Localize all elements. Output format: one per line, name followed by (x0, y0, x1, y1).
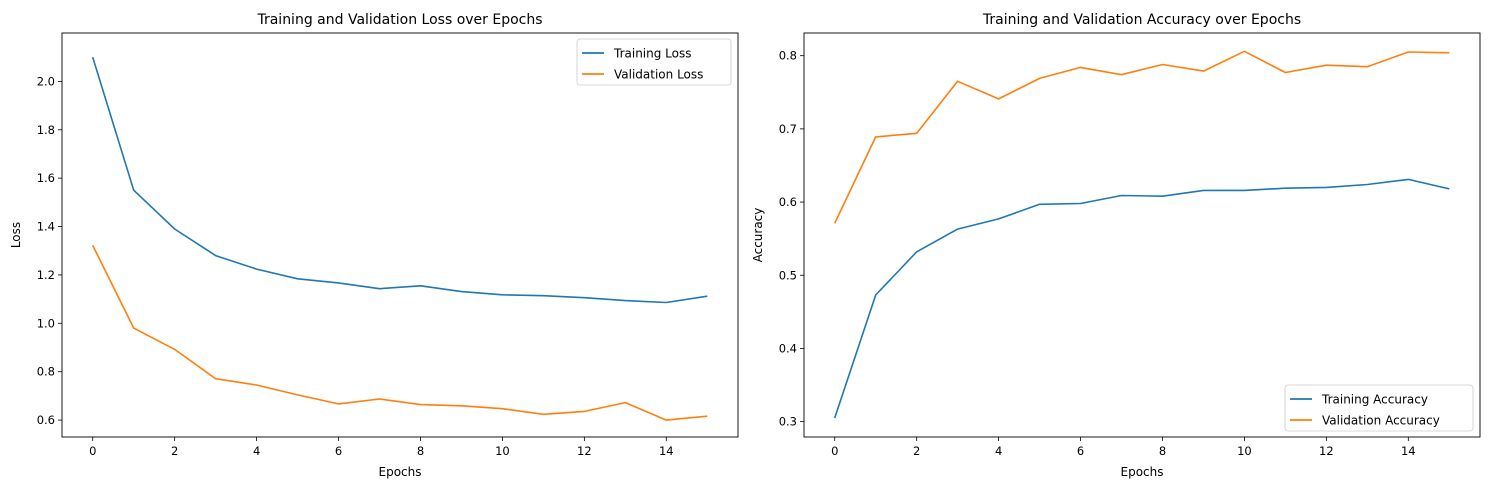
x-axis-label: Epochs (1121, 465, 1164, 479)
y-axis-label: Loss (9, 222, 23, 248)
legend-box (576, 38, 732, 86)
y-tick-label: 1.0 (37, 316, 55, 330)
chart-title: Training and Validation Accuracy over Ep… (982, 12, 1301, 28)
x-tick-label: 10 (495, 444, 510, 458)
y-tick-label: 1.4 (37, 220, 55, 234)
y-tick-label: 0.8 (779, 49, 797, 63)
x-tick-label: 4 (995, 444, 1002, 458)
legend-label: Training Loss (613, 47, 691, 61)
x-tick-label: 8 (417, 444, 424, 458)
x-tick-label: 6 (1077, 444, 1084, 458)
y-axis-label: Accuracy (751, 208, 765, 263)
x-tick-label: 2 (913, 444, 920, 458)
legend-box (1284, 384, 1474, 432)
y-tick-label: 1.8 (37, 123, 55, 137)
x-tick-label: 12 (577, 444, 592, 458)
y-tick-label: 0.5 (779, 268, 797, 282)
x-tick-label: 8 (1159, 444, 1166, 458)
series-line-validation-accuracy (833, 50, 1450, 224)
y-tick-label: 2.0 (37, 74, 55, 88)
plot-frame (803, 32, 1481, 438)
y-tick-label: 0.4 (779, 341, 797, 355)
y-tick-label: 0.6 (779, 195, 797, 209)
y-tick-label: 1.6 (37, 171, 55, 185)
x-tick-label: 4 (253, 444, 260, 458)
chart-loss: 0 2 4 6 8 10 12 14 0.6 0.8 1.0 1.2 1.4 1.6 1.8 2.0 Train… (9, 12, 739, 479)
legend-label: Validation Loss (614, 68, 703, 82)
x-tick-label: 10 (1237, 444, 1252, 458)
x-tick-label: 14 (1401, 444, 1416, 458)
x-tick-label: 2 (171, 444, 178, 458)
x-tick-label: 0 (831, 444, 838, 458)
legend: Training Loss Validation Loss (576, 38, 732, 86)
x-axis-label: Epochs (379, 465, 422, 479)
y-tick-label: 1.2 (37, 268, 55, 282)
y-tick-label: 0.7 (779, 122, 797, 136)
x-tick-label: 14 (659, 444, 674, 458)
legend: Training Accuracy Validation Accuracy (1284, 384, 1474, 432)
x-tick-label: 6 (335, 444, 342, 458)
x-tick-label: 0 (89, 444, 96, 458)
plot-frame (61, 32, 739, 438)
chart-accuracy: 0 2 4 6 8 10 12 14 0.3 0.4 0.5 0.6 0.7 0.8 Training an… (751, 12, 1481, 479)
series-line-validation-loss (91, 245, 708, 421)
chart-title: Training and Validation Loss over Epochs (256, 12, 542, 28)
y-tick-label: 0.3 (779, 415, 797, 429)
series-line-training-loss (91, 56, 708, 304)
legend-label: Training Accuracy (1321, 393, 1428, 407)
series-line-training-accuracy (833, 178, 1450, 419)
x-tick-label: 12 (1319, 444, 1334, 458)
y-tick-label: 0.6 (37, 413, 55, 427)
y-tick-label: 0.8 (37, 365, 55, 379)
legend-label: Validation Accuracy (1322, 414, 1440, 428)
